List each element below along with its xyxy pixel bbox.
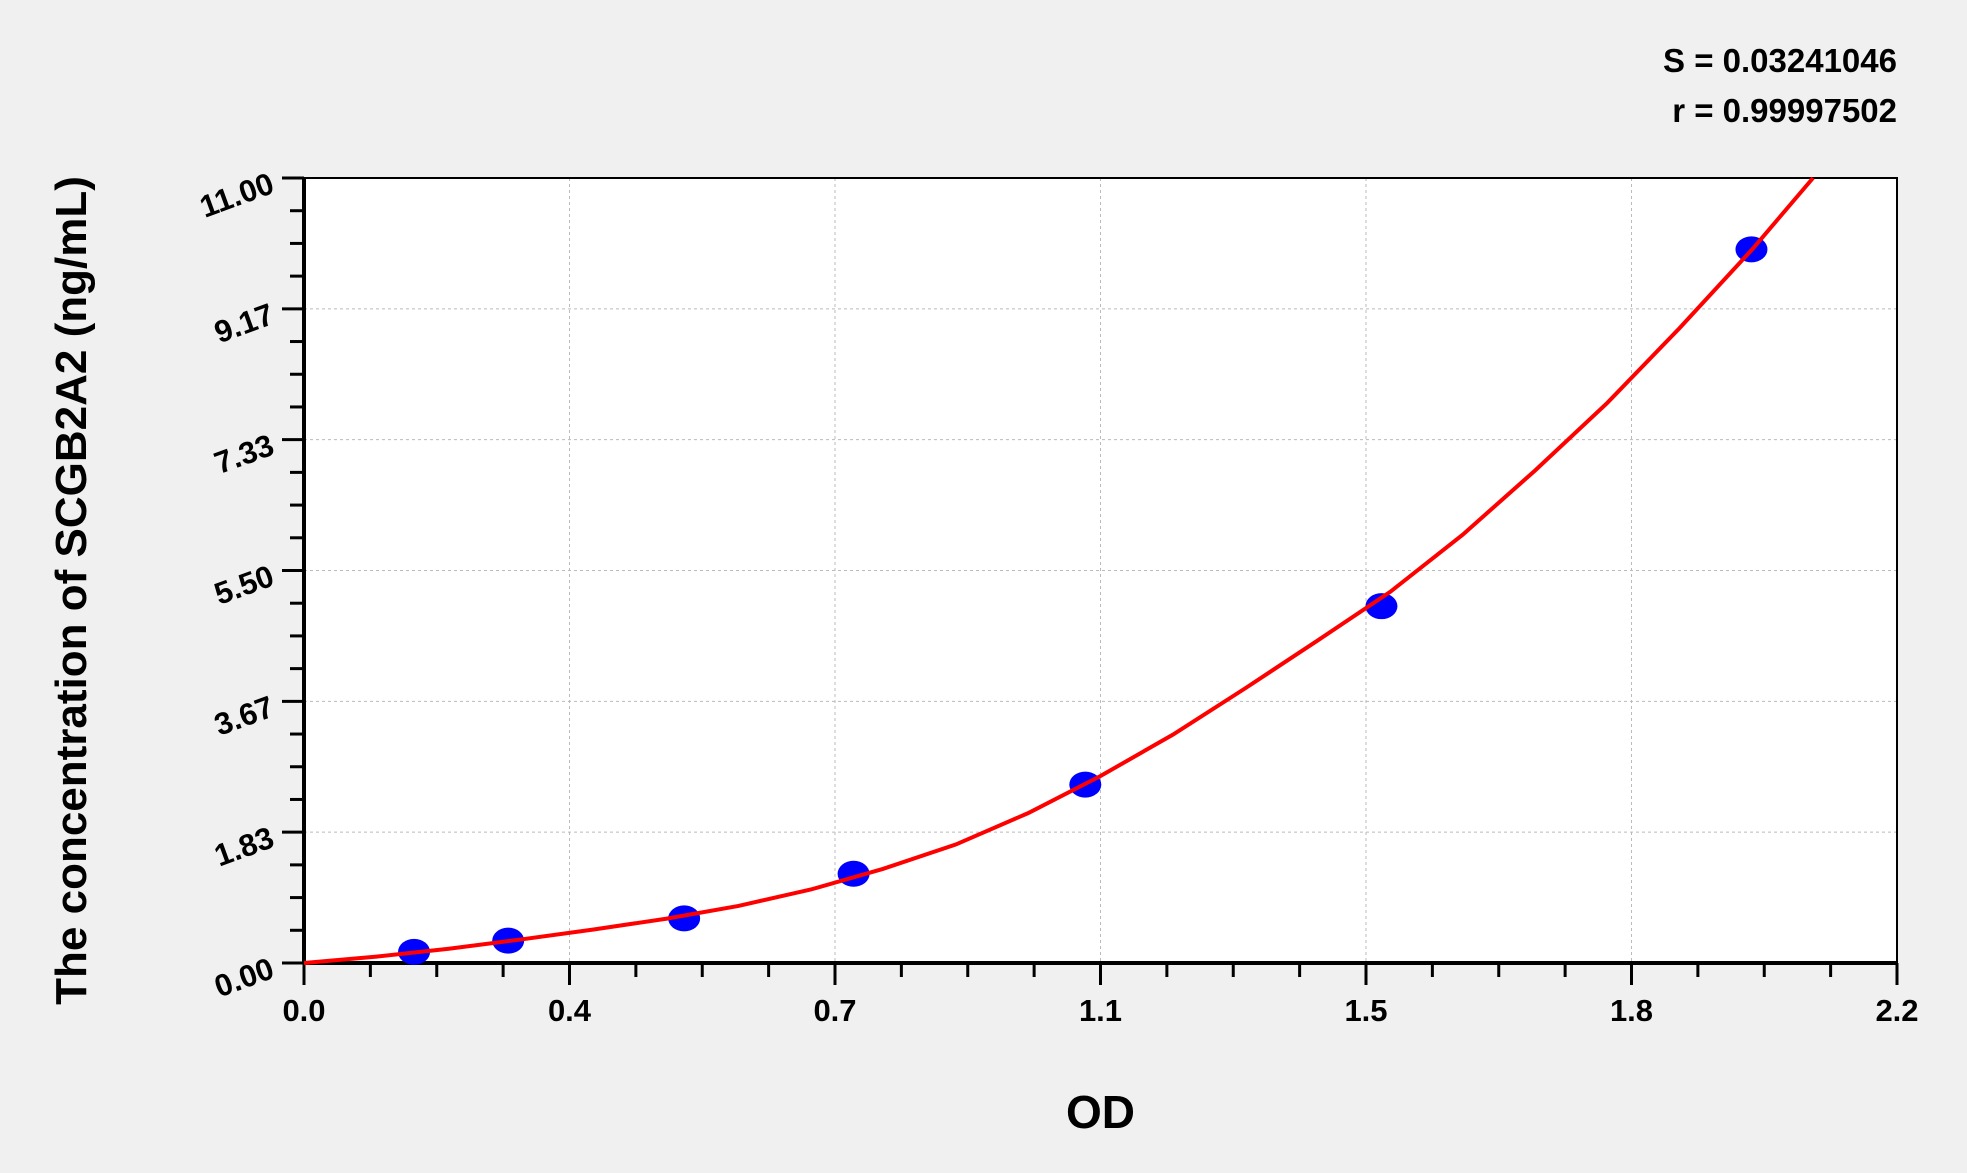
y-tick-label: 1.83 — [210, 820, 279, 874]
y-tick-label: 11.00 — [195, 166, 278, 225]
x-tick-label: 0.4 — [548, 993, 592, 1028]
data-point — [1365, 593, 1398, 620]
x-tick-label: 1.8 — [1610, 993, 1653, 1028]
y-axis-label: The concentration of SCGB2A2 (ng/mL) — [47, 176, 96, 1005]
r-statistic: r = 0.99997502 — [1672, 92, 1897, 129]
x-tick-label: 2.2 — [1875, 993, 1918, 1028]
s-statistic: S = 0.03241046 — [1663, 42, 1897, 79]
y-tick-label: 0.00 — [210, 951, 279, 1005]
y-tick-label: 5.50 — [210, 558, 279, 612]
x-tick-label: 1.1 — [1079, 993, 1122, 1028]
y-tick-label: 7.33 — [210, 427, 279, 481]
fit-curve — [303, 176, 1815, 965]
x-tick-label: 1.5 — [1344, 993, 1387, 1028]
x-axis-label: OD — [1066, 1086, 1135, 1138]
data-point — [668, 905, 701, 932]
y-tick-label: 3.67 — [210, 689, 279, 743]
x-tick-label: 0.0 — [282, 993, 325, 1028]
y-tick-label: 9.17 — [210, 297, 279, 351]
x-tick-label: 0.7 — [813, 993, 856, 1028]
